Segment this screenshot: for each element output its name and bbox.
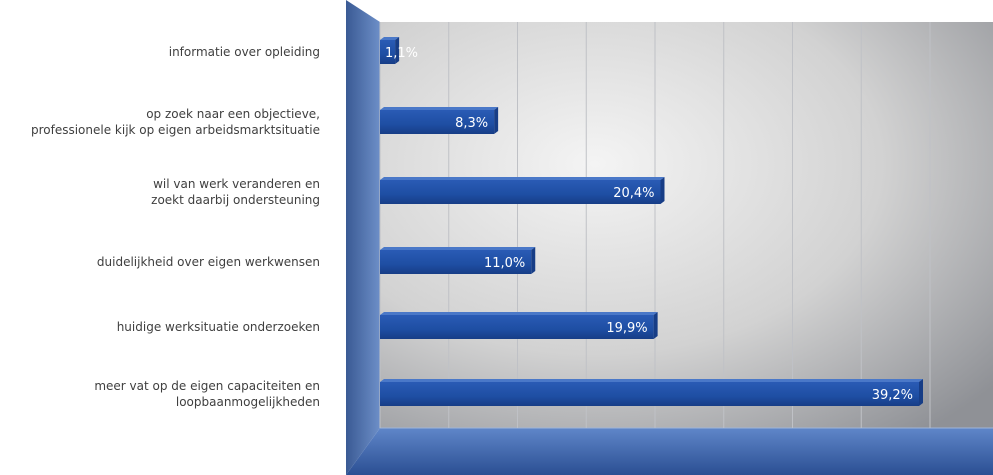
bar <box>380 250 532 274</box>
bar-value-label: 1,1% <box>385 46 418 61</box>
bar-top <box>380 177 665 180</box>
chart-frame <box>346 0 993 475</box>
bar-group: 8,3% <box>380 107 499 134</box>
bar-group: 19,9% <box>380 312 658 339</box>
bar <box>380 315 654 339</box>
bar-end <box>660 177 665 204</box>
left-wall <box>346 0 380 475</box>
bar <box>380 110 495 134</box>
floor <box>346 428 993 475</box>
bar-end <box>653 312 658 339</box>
bar <box>380 40 396 64</box>
bar-value-label: 11,0% <box>484 256 525 271</box>
bar-top <box>380 247 536 250</box>
category-label: wil van werk veranderen en zoekt daarbij… <box>151 177 320 207</box>
bar-end <box>395 37 400 64</box>
category-label: duidelijkheid over eigen werkwensen <box>96 255 320 269</box>
bar-group: 20,4% <box>380 177 665 204</box>
bar-end <box>919 379 923 406</box>
bar-end <box>531 247 536 274</box>
bar-top <box>380 37 400 40</box>
bar-value-label: 8,3% <box>455 116 488 131</box>
bar-group: 11,0% <box>380 247 536 274</box>
category-label: meer vat op de eigen capaciteiten en loo… <box>94 379 320 409</box>
bar-value-label: 19,9% <box>606 321 647 336</box>
bar-group: 39,2% <box>380 379 923 406</box>
bar-value-label: 20,4% <box>613 186 654 201</box>
plot-background <box>380 22 993 428</box>
bar-top <box>380 107 499 110</box>
bar-top <box>380 312 658 315</box>
bar-top <box>380 379 923 382</box>
gridlines <box>379 22 931 428</box>
bar-end <box>494 107 499 134</box>
bar-group: 1,1% <box>380 37 418 64</box>
category-label: huidige werksituatie onderzoeken <box>116 320 320 334</box>
category-label: informatie over opleiding <box>168 45 320 59</box>
bar <box>380 382 919 406</box>
bar-value-label: 39,2% <box>872 388 913 403</box>
bars: 1,1% 8,3% 20,4% 11,0% 19,9% 39,2% <box>380 37 923 406</box>
category-label: op zoek naar een objectieve, professione… <box>30 107 320 137</box>
bar <box>380 180 661 204</box>
